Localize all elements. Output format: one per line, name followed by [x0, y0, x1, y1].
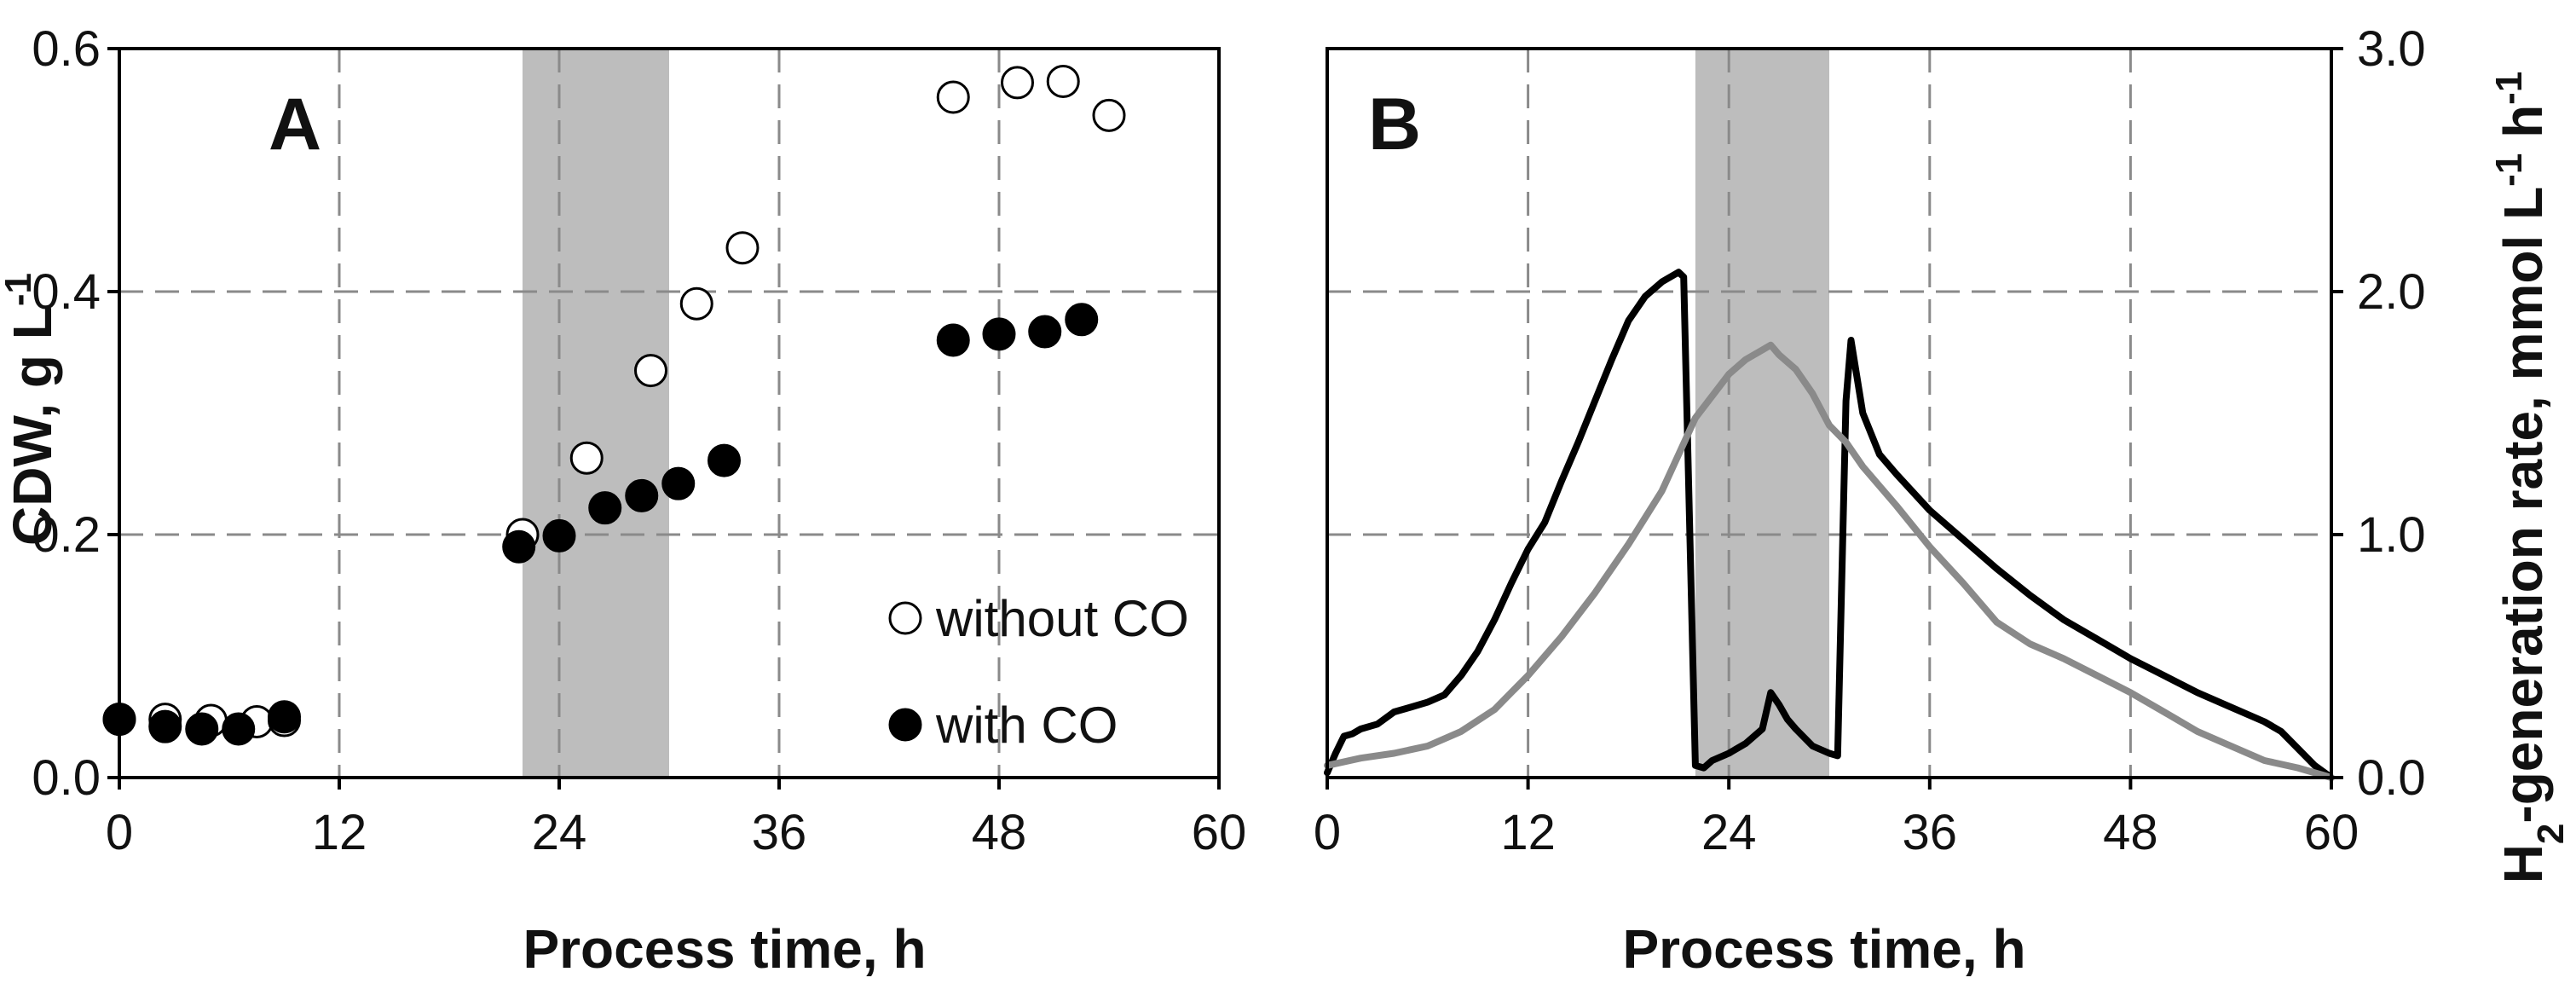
x-tick-label: 24 — [1701, 805, 1757, 860]
x-tick-label: 0 — [1314, 805, 1341, 860]
panel-b-letter: B — [1368, 84, 1421, 165]
panel-b: 0 12 24 36 48 60 0.0 1.0 2.0 3.0 B Process time,… — [1314, 21, 2572, 980]
x-tick-label: 24 — [532, 805, 587, 860]
data-point-with-co — [982, 317, 1016, 351]
x-tick-label: 0 — [106, 805, 133, 860]
panel-b-x-axis-label: Process time, h — [1622, 918, 2025, 980]
data-point-without-co — [1092, 98, 1126, 132]
data-point-without-co — [936, 80, 970, 114]
panel-a-y-ticks: 0.0 0.2 0.4 0.6 — [32, 21, 119, 806]
panel-a-grid — [119, 49, 1219, 778]
panel-a-legend: without CO with CO — [888, 590, 1189, 754]
x-tick-label: 12 — [1500, 805, 1556, 860]
y-tick-label: 3.0 — [2357, 21, 2426, 77]
x-tick-label: 12 — [312, 805, 367, 860]
x-tick-label: 48 — [972, 805, 1027, 860]
panel-b-y-label-prefix: H — [2492, 844, 2554, 883]
data-point-with-co — [936, 323, 970, 357]
data-point-with-co — [268, 700, 301, 734]
data-point-without-co — [569, 441, 604, 475]
data-point-without-co — [1046, 64, 1080, 98]
y-tick-label: 2.0 — [2357, 264, 2426, 320]
data-point-with-co — [661, 466, 696, 500]
data-point-with-co — [625, 478, 659, 512]
x-tick-label: 48 — [2103, 805, 2158, 860]
panel-a: 0 12 24 36 48 60 0.0 0.2 0.4 0.6 A Process time,… — [0, 21, 1246, 980]
data-point-without-co — [679, 286, 713, 321]
panel-a-shaded-interval — [523, 49, 669, 778]
x-tick-label: 60 — [1192, 805, 1247, 860]
data-point-with-co — [502, 529, 536, 564]
series-line-gray — [1324, 341, 2335, 781]
panel-b-frame — [1326, 47, 2333, 779]
data-point-with-co — [588, 491, 622, 525]
panel-b-series-lines — [1324, 269, 2335, 781]
shaded-interval — [1695, 49, 1829, 778]
data-point-with-co — [185, 712, 219, 746]
y-tick-label: 0.4 — [32, 264, 101, 320]
data-point-with-co — [222, 712, 256, 746]
x-tick-label: 60 — [2304, 805, 2359, 860]
panel-a-letter: A — [269, 84, 321, 165]
data-point-with-co — [148, 709, 182, 743]
x-tick-label: 36 — [752, 805, 807, 860]
data-point-without-co — [725, 231, 760, 265]
legend-marker-without-co — [888, 601, 922, 635]
panel-b-y-label-sub: 2 — [2530, 824, 2572, 844]
y-tick-label: 0.6 — [32, 21, 101, 77]
panel-b-x-ticks: 0 12 24 36 48 60 — [1314, 778, 2359, 860]
panel-b-grid — [1327, 49, 2331, 778]
legend-marker-with-co — [888, 708, 922, 742]
x-tick-label: 36 — [1903, 805, 1958, 860]
y-tick-label: 0.0 — [2357, 750, 2426, 806]
legend-label-with-co: with CO — [935, 697, 1118, 754]
legend-label-without-co: without CO — [935, 590, 1189, 647]
y-tick-label: 1.0 — [2357, 507, 2426, 563]
panel-a-frame — [118, 47, 1221, 779]
y-tick-label: 0.2 — [32, 507, 101, 563]
panel-b-y-label-sup2: -1 — [2488, 72, 2530, 105]
panel-b-y-ticks: 0.0 1.0 2.0 3.0 — [2331, 21, 2426, 806]
panel-b-y-label-main: -generation rate, mmol L — [2492, 187, 2554, 824]
panel-a-y-axis-label: CDW, g L-1 — [0, 273, 63, 546]
data-point-with-co — [708, 443, 741, 477]
data-point-with-co — [1065, 303, 1099, 337]
panel-a-y-axis-label-main: CDW, g L — [2, 306, 63, 546]
panel-b-y-label-mid: h — [2492, 105, 2554, 153]
panel-a-x-ticks: 0 12 24 36 48 60 — [106, 778, 1246, 860]
panel-a-x-axis-label: Process time, h — [523, 918, 926, 980]
data-point-without-co — [634, 354, 667, 388]
data-point-with-co — [1028, 315, 1062, 349]
data-point-without-co — [1001, 66, 1034, 100]
panel-a-y-axis-label-sup: -1 — [0, 273, 39, 306]
shaded-interval — [523, 49, 669, 778]
panel-b-y-label-sup1: -1 — [2488, 153, 2530, 187]
y-tick-label: 0.0 — [32, 750, 101, 806]
data-point-with-co — [542, 518, 576, 552]
panel-b-y-axis-label: H2-generation rate, mmol L-1 h-1 — [2488, 72, 2572, 884]
series-line-dark — [1324, 269, 2335, 781]
panel-b-shaded-interval — [1695, 49, 1829, 778]
